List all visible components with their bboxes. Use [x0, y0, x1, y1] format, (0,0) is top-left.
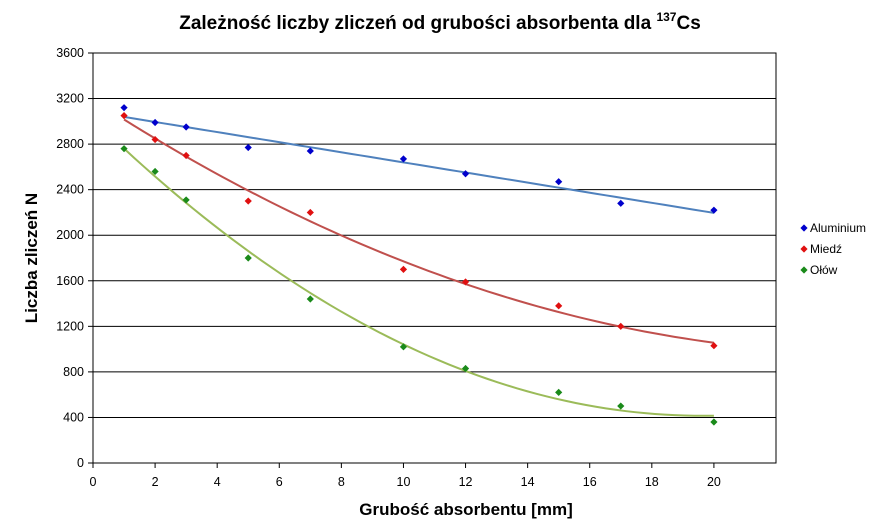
- data-point-s2-5: [306, 208, 314, 217]
- x-tick-label: 14: [521, 475, 535, 489]
- data-point-s3-2: [151, 167, 159, 176]
- plot-area: [92, 52, 777, 464]
- y-tick-label: 2800: [56, 137, 84, 151]
- x-tick-label: 2: [152, 475, 159, 489]
- data-point-s3-1: [120, 145, 128, 153]
- data-point-s1-7: [461, 170, 470, 178]
- data-point-s2-7: [461, 278, 470, 286]
- y-tick-label: 0: [77, 456, 84, 470]
- data-point-s2-6: [399, 265, 408, 273]
- trendlines: [123, 115, 715, 417]
- legend-marker-1: [800, 224, 808, 232]
- trendline-2: [123, 118, 715, 344]
- y-tick-label: 2000: [56, 228, 84, 242]
- data-point-s1-10: [710, 206, 718, 214]
- data-point-s3-9: [617, 402, 625, 410]
- data-point-s3-10: [710, 418, 718, 426]
- chart-title-main: Zależność liczby zliczeń od grubości abs…: [179, 13, 656, 34]
- legend-label: Ołów: [810, 263, 838, 277]
- chart-title-suffix: Cs: [676, 13, 700, 34]
- data-point-s1-9: [617, 199, 625, 207]
- x-tick-label: 0: [90, 475, 97, 489]
- data-point-s2-4: [244, 197, 252, 205]
- x-tick-label: 16: [583, 475, 597, 489]
- data-point-s3-5: [306, 295, 314, 303]
- x-tick-label: 20: [707, 475, 721, 489]
- data-points: [120, 104, 718, 426]
- legend-marker-3: [800, 266, 808, 274]
- y-axis-ticks: 0 400 800 1200 1600 2000 2400 2800 3200 3600: [56, 46, 93, 470]
- y-tick-label: 3600: [56, 46, 84, 60]
- y-tick-label: 800: [63, 365, 84, 379]
- trendline-3: [123, 147, 714, 417]
- data-point-s2-10: [710, 342, 718, 350]
- data-point-s1-3: [182, 123, 190, 131]
- data-point-s3-3: [182, 196, 190, 204]
- legend: Aluminium Miedź Ołów: [800, 221, 866, 277]
- data-point-s2-8: [555, 302, 563, 310]
- legend-label: Aluminium: [810, 221, 866, 235]
- data-point-s1-1: [120, 104, 128, 112]
- y-tick-label: 2400: [56, 183, 84, 197]
- y-tick-label: 3200: [56, 92, 84, 106]
- x-axis-title: Grubość absorbentu [mm]: [359, 500, 572, 519]
- y-tick-label: 1200: [56, 319, 84, 333]
- y-axis-title: Liczba zliczeń N: [22, 193, 41, 323]
- data-point-s1-8: [555, 178, 563, 186]
- data-point-s1-4: [244, 143, 252, 152]
- data-point-s3-8: [555, 388, 563, 396]
- y-tick-label: 1600: [56, 274, 84, 288]
- x-tick-label: 12: [459, 475, 473, 489]
- data-point-s3-6: [399, 343, 408, 351]
- x-tick-label: 18: [645, 475, 659, 489]
- data-point-s2-1: [120, 112, 128, 120]
- data-point-s3-7: [461, 364, 470, 373]
- data-point-s1-5: [306, 147, 314, 155]
- chart-title-superscript: 137: [656, 10, 676, 24]
- legend-label: Miedź: [810, 242, 842, 256]
- x-tick-label: 10: [397, 475, 411, 489]
- data-point-s1-2: [151, 118, 159, 127]
- chart-title: Zależność liczby zliczeń od grubości abs…: [179, 10, 701, 34]
- gridlines: [93, 98, 776, 418]
- data-point-s3-4: [244, 254, 252, 262]
- x-tick-label: 4: [214, 475, 221, 489]
- trendline-1: [123, 115, 715, 214]
- data-point-s1-6: [399, 155, 408, 163]
- legend-marker-2: [800, 245, 808, 253]
- data-point-s2-2: [151, 135, 159, 144]
- y-tick-label: 400: [63, 410, 84, 424]
- x-tick-label: 6: [276, 475, 283, 489]
- data-point-s2-9: [617, 322, 625, 330]
- x-axis-ticks: 0 2 4 6 8 10 12 14 16 18 20: [90, 463, 721, 489]
- x-tick-label: 8: [338, 475, 345, 489]
- data-point-s2-3: [182, 151, 190, 160]
